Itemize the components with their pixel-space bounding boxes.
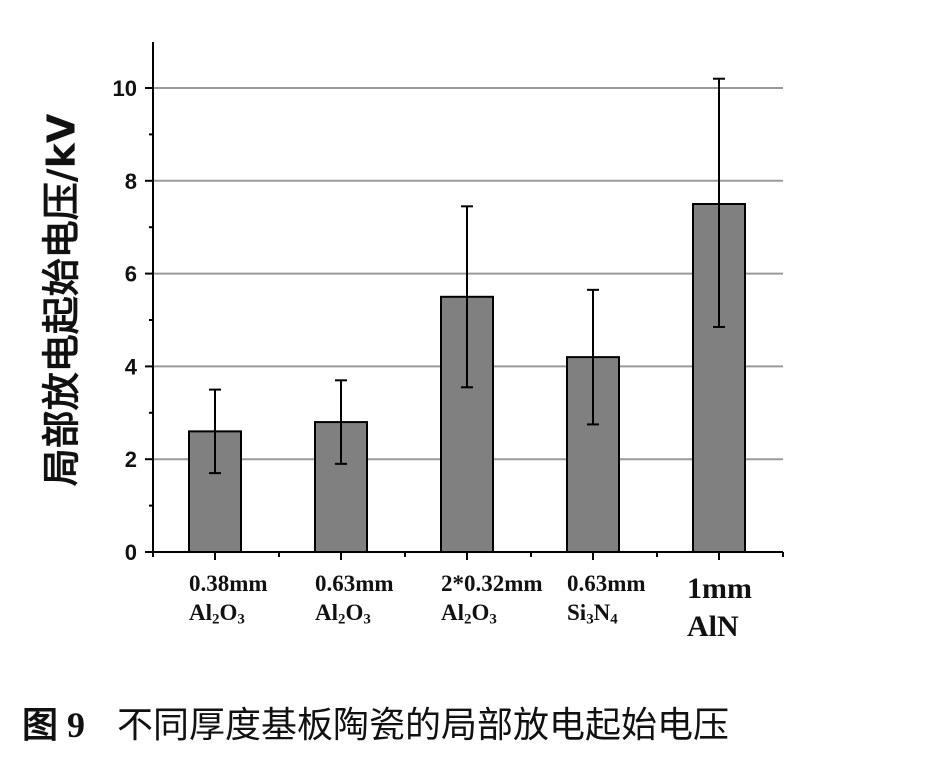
x-tick-label: 0.63mm Al2O3 [315, 570, 394, 629]
y-tick-label: 4 [125, 354, 138, 379]
y-tick-label: 6 [125, 262, 137, 287]
x-tick-label-line2: Si3N4 [567, 599, 618, 628]
x-tick-label-line2: Al2O3 [441, 599, 497, 628]
x-tick-label: 0.38mm Al2O3 [189, 570, 268, 629]
x-tick-label: 0.63mm Si3N4 [567, 570, 646, 629]
y-axis-label: 局部放电起始电压/kV [39, 113, 84, 487]
x-tick-label-line2: Al2O3 [189, 599, 245, 628]
x-tick-label-line2: Al2O3 [315, 599, 371, 628]
x-tick-label: 2*0.32mm Al2O3 [441, 570, 543, 629]
y-tick-label: 10 [113, 76, 137, 101]
figure-number: 图 9 [22, 705, 86, 745]
figure-caption: 图 9 不同厚度基板陶瓷的局部放电起始电压 [22, 696, 729, 748]
x-tick-label-line1: 0.63mm [567, 571, 646, 596]
x-tick-label-line2: AlN [687, 609, 739, 643]
x-tick-label-line1: 1mm [687, 572, 752, 605]
y-tick-label: 0 [125, 540, 137, 565]
watermark: 材料在线 [725, 716, 797, 737]
figure-caption-text: 不同厚度基板陶瓷的局部放电起始电压 [117, 705, 730, 746]
y-tick-label: 8 [125, 169, 137, 194]
x-tick-label-line1: 0.38mm [189, 571, 268, 596]
y-tick-label: 2 [125, 447, 137, 472]
x-tick-label-line1: 2*0.32mm [441, 571, 543, 596]
x-tick-label: 1mm AlN [687, 570, 752, 645]
bar-chart: 0 2 4 6 8 10 [113, 42, 784, 565]
x-tick-label-line1: 0.63mm [315, 571, 394, 596]
